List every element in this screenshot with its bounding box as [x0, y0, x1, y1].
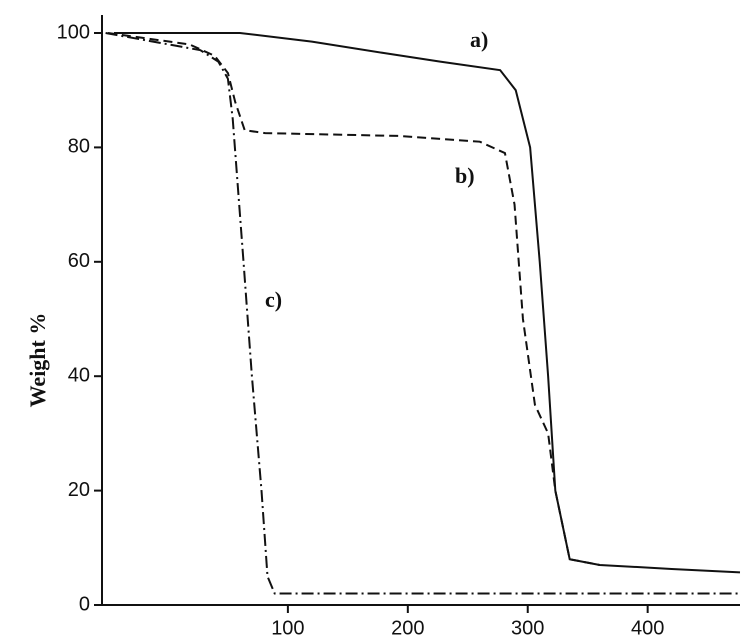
y-tick-label: 100 [57, 21, 90, 43]
y-tick-label: 60 [68, 250, 90, 272]
y-tick-label: 80 [68, 136, 90, 158]
x-tick-label: 100 [271, 617, 304, 639]
series-line [105, 32, 740, 595]
series-label: b) [455, 163, 475, 188]
y-tick-label: 0 [79, 593, 90, 615]
x-tick-label: 200 [391, 617, 424, 639]
y-axis-label: Weight % [25, 313, 50, 408]
x-tick-label: 400 [631, 617, 664, 639]
y-tick-label: 40 [68, 364, 90, 386]
series-line [113, 32, 741, 574]
series-label: c) [265, 287, 282, 312]
series-label: a) [470, 27, 488, 52]
series-line [107, 32, 600, 566]
x-tick-label: 300 [511, 617, 544, 639]
y-tick-label: 20 [68, 479, 90, 501]
